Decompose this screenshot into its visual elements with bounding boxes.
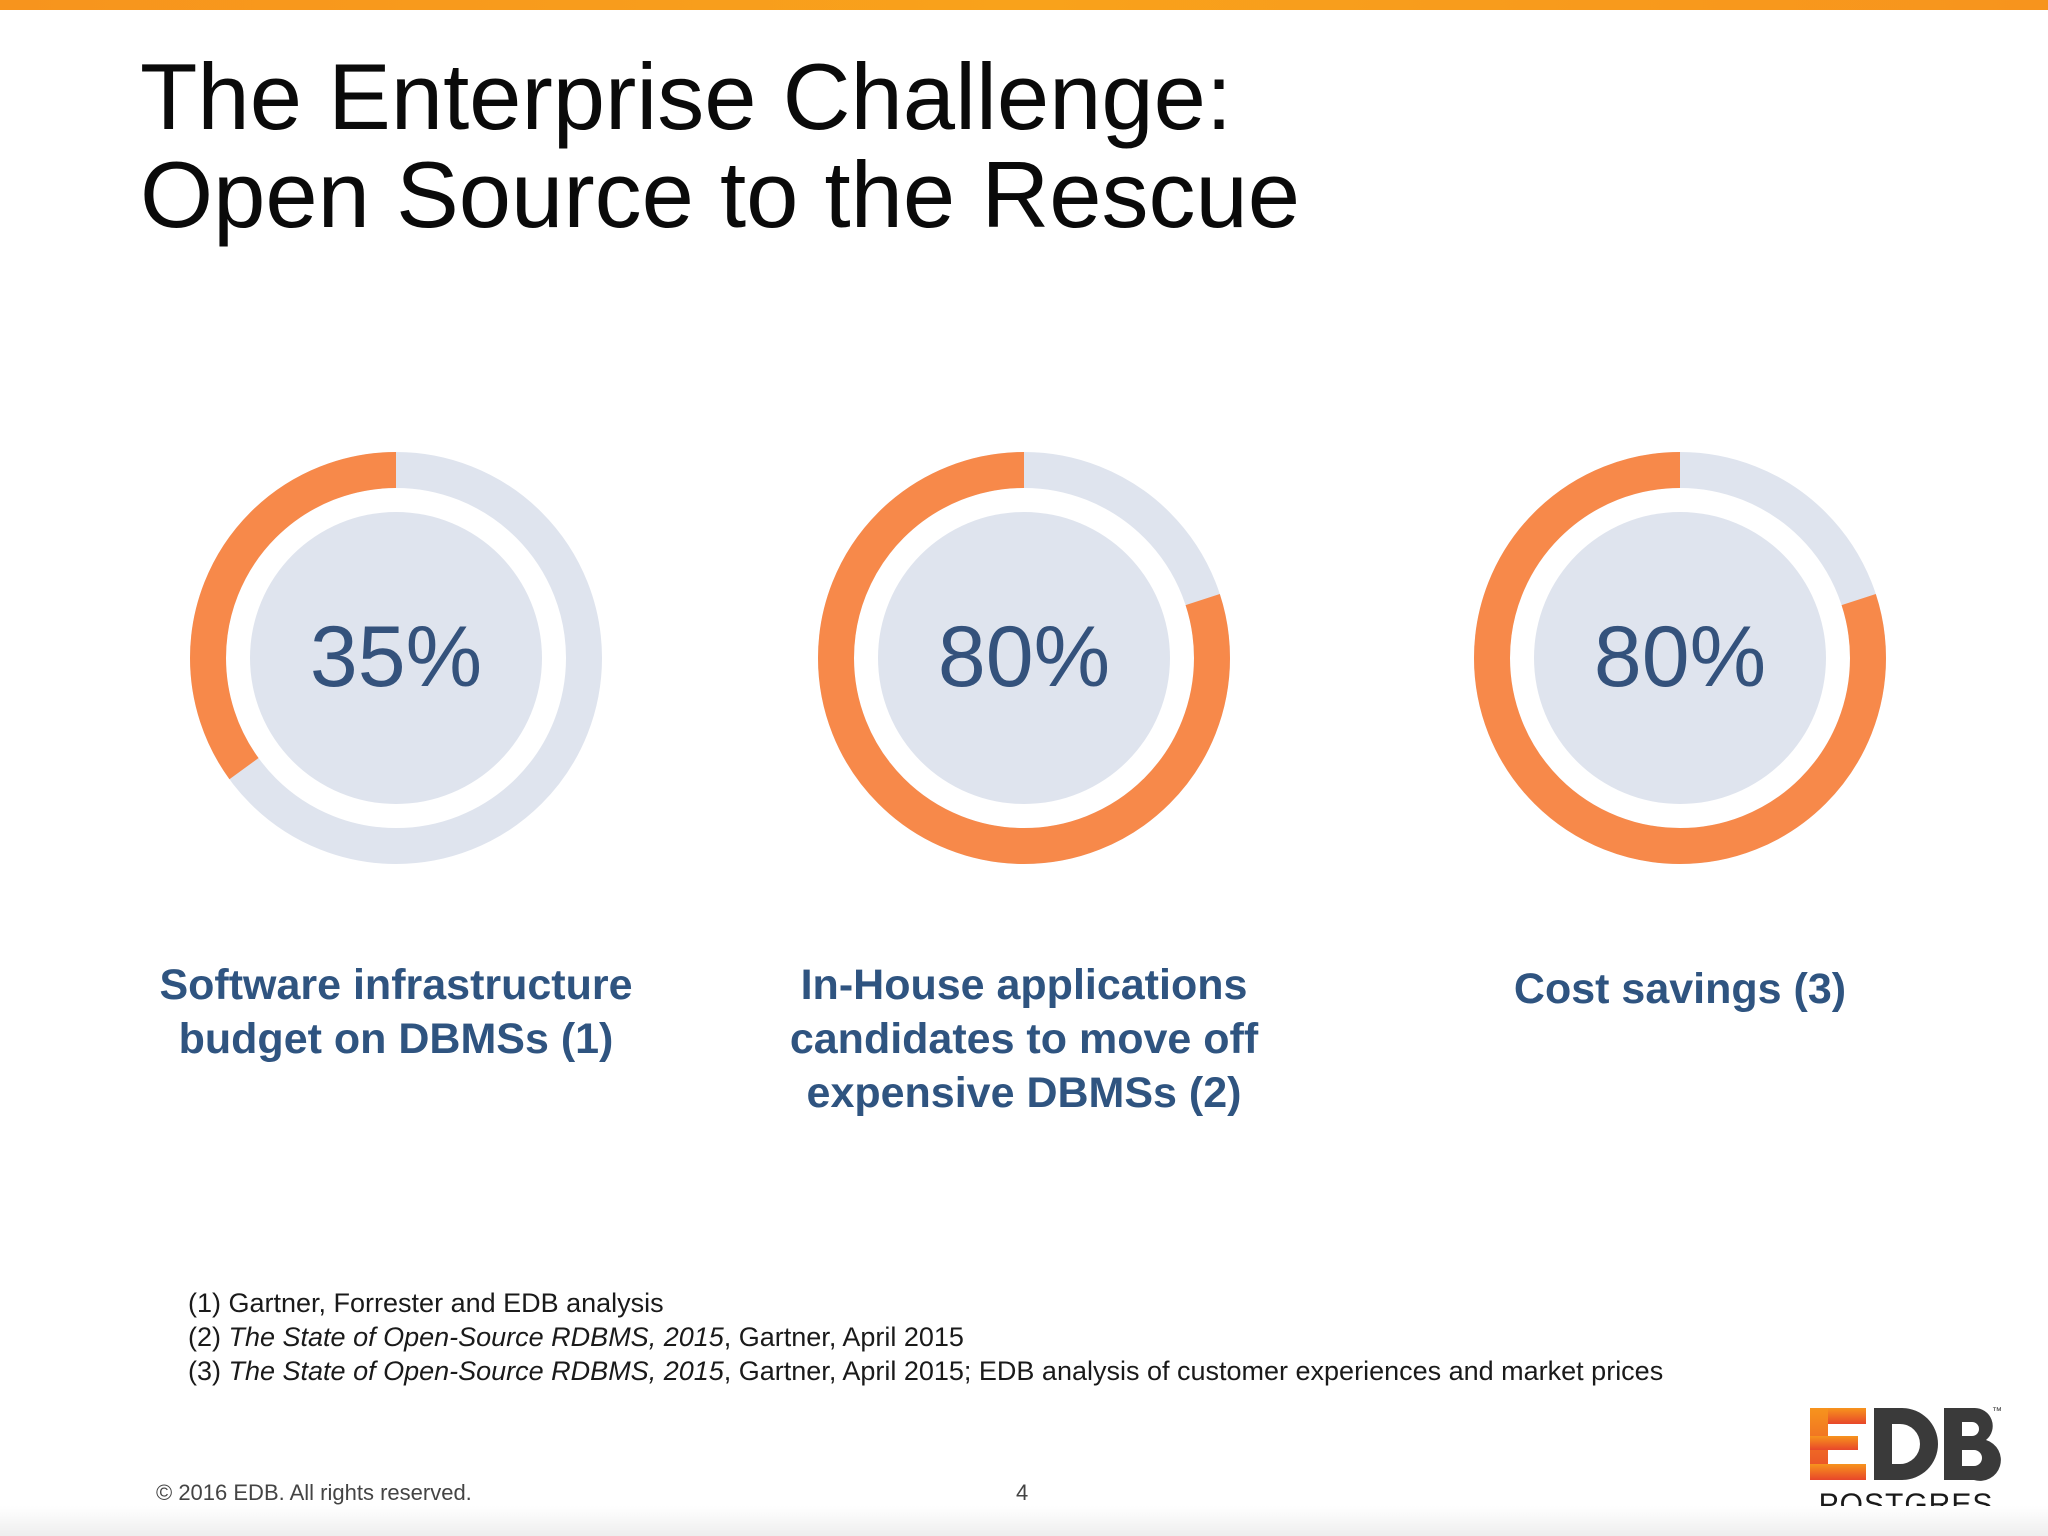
donut-center [1534,512,1826,804]
donut-value-label: 80% [938,609,1110,705]
stat-cost-savings: 80% Cost savings (3) [1400,448,1960,1013]
logo-e-bottom [1810,1464,1866,1480]
slide-title: The Enterprise Challenge: Open Source to… [140,48,1840,244]
stat-label-cost-savings: Cost savings (3) [1513,965,1847,1013]
donut-center [878,512,1170,804]
stat-inhouse-apps: 80% In-House applications candidates to … [744,448,1304,1117]
slide-title-line-1: The Enterprise Challenge: [140,44,1233,149]
donut-chart-inhouse-apps: 80% [818,452,1230,864]
donut-arc [818,452,1230,864]
logo-b-letter [1944,1407,2001,1481]
donut-arc [190,452,602,864]
donut-center [250,512,542,804]
footnote-3: (3) The State of Open-Source RDBMS, 2015… [188,1354,1888,1388]
donut-chart-cost-savings: 80% [1474,452,1886,864]
footnote-2: (2) The State of Open-Source RDBMS, 2015… [188,1320,1888,1354]
slide-title-line-2: Open Source to the Rescue [140,142,1301,247]
stat-label-inhouse-apps: In-House applications candidates to move… [789,961,1259,1117]
footnotes: (1) Gartner, Forrester and EDB analysis … [188,1286,1888,1388]
donut-value-label: 80% [1594,609,1766,705]
stat-label-dbms-budget: Software infrastructure budget on DBMSs … [159,961,633,1063]
footnote-3-suffix: , Gartner, April 2015; EDB analysis of c… [723,1356,1664,1386]
logo-e-middle [1810,1436,1858,1450]
logo-trademark: ™ [1992,1406,2002,1417]
donut-value-label: 35% [310,609,482,705]
donut-chart-dbms-budget: 35% [190,452,602,864]
edb-postgres-logo-icon: ™ POSTGRES [1810,1406,2002,1521]
footnote-2-prefix: (2) [188,1322,229,1352]
footnote-1-text: (1) Gartner, Forrester and EDB analysis [188,1288,664,1318]
footnote-2-suffix: , Gartner, April 2015 [723,1322,964,1352]
page-number: 4 [1016,1480,1029,1505]
logo-d-letter [1874,1408,1938,1480]
stat-dbms-budget: 35% Software infrastructure budget on DB… [116,448,676,1063]
footnote-1: (1) Gartner, Forrester and EDB analysis [188,1286,1888,1320]
footnote-2-source-title: The State of Open-Source RDBMS, 2015 [228,1322,724,1352]
footnote-3-prefix: (3) [188,1356,229,1386]
bottom-fade [0,1506,2048,1536]
copyright-notice: © 2016 EDB. All rights reserved. [156,1480,472,1505]
top-accent-bar [0,0,2048,10]
donut-arc [1474,452,1886,864]
footnote-3-source-title: The State of Open-Source RDBMS, 2015 [228,1356,724,1386]
